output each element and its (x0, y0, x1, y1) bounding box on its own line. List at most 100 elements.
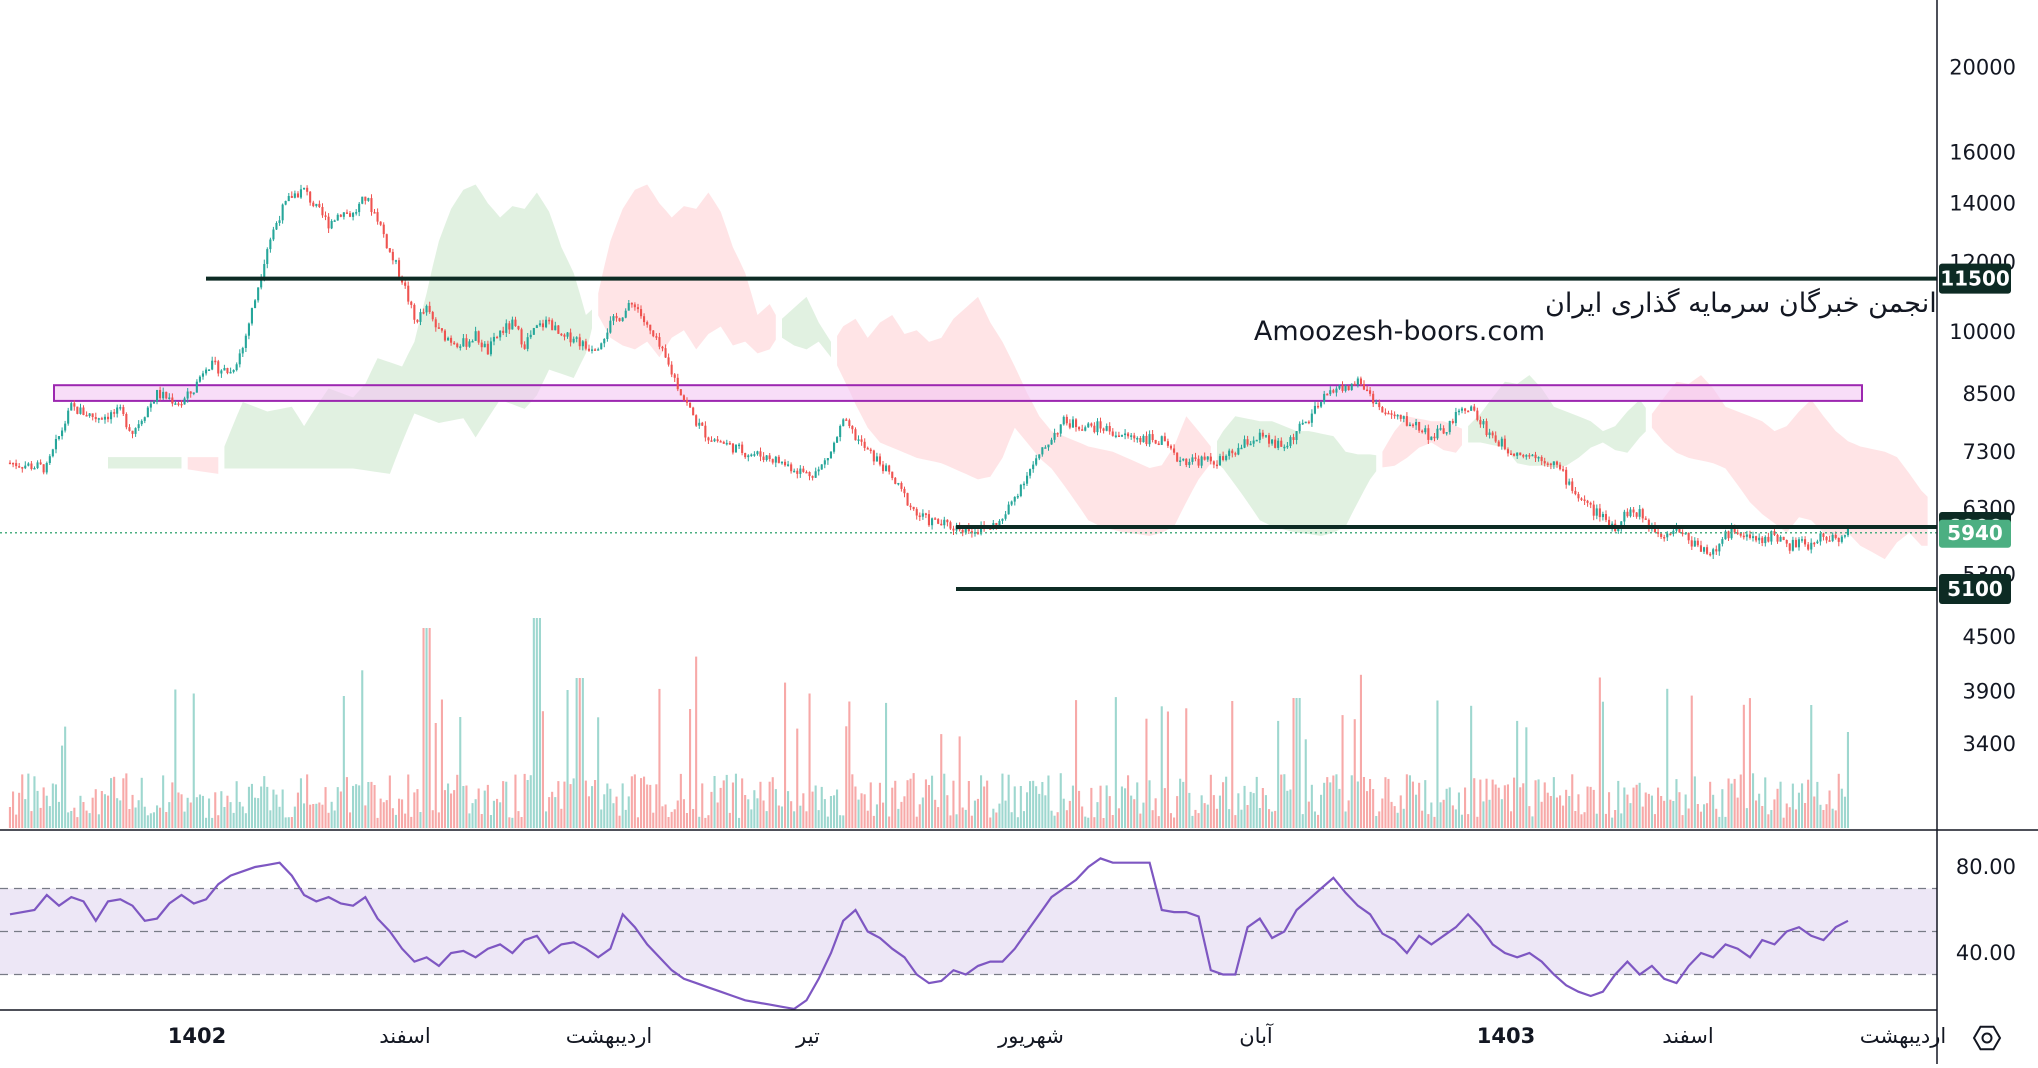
volume-bar (1151, 810, 1154, 828)
volume-bar (695, 656, 698, 828)
candle-body (1124, 433, 1127, 436)
volume-bar (217, 815, 220, 828)
candle-body (315, 203, 318, 206)
candle-body (1724, 531, 1727, 540)
volume-bar (61, 745, 64, 828)
candle-body (1473, 406, 1476, 411)
candle-body (180, 403, 183, 406)
candle-body (1794, 539, 1797, 548)
candle-body (1644, 518, 1647, 520)
volume-bar (1562, 805, 1565, 828)
candle-body (211, 360, 214, 370)
volume-bar (27, 773, 30, 828)
volume-bar (235, 781, 238, 828)
candle-body (272, 229, 275, 240)
price-tick: 3400 (1963, 732, 2016, 756)
candle-body (1289, 437, 1292, 446)
volume-bar (1764, 777, 1767, 828)
resistance-zone (53, 384, 1863, 402)
candle-body (548, 319, 551, 322)
volume-bar (122, 778, 125, 828)
volume-bar (1050, 810, 1053, 828)
volume-bar (1396, 812, 1399, 828)
volume-bar (1546, 792, 1549, 828)
volume-bar (1044, 795, 1047, 828)
volume-bar (872, 815, 875, 828)
candle-body (710, 440, 713, 442)
candle-body (609, 320, 612, 333)
candle-body (854, 429, 857, 441)
volume-bar (1733, 778, 1736, 828)
volume-bar (1846, 732, 1849, 828)
candle-body (719, 441, 722, 443)
volume-bar (1176, 796, 1179, 828)
candle-body (220, 370, 223, 374)
price-tick: 10000 (1949, 320, 2016, 344)
candle-body (1589, 502, 1592, 505)
volume-bar (1209, 774, 1212, 828)
volume-bar (296, 792, 299, 828)
candle-body (1433, 436, 1436, 439)
volume-bar (1188, 792, 1191, 828)
candle-body (1148, 434, 1151, 445)
candle-body (934, 518, 937, 520)
volume-bar (1703, 804, 1706, 828)
volume-bar (833, 795, 836, 828)
rsi-pane (0, 857, 1937, 1011)
volume-bar (42, 787, 45, 828)
rsi-axis[interactable]: 80.00 40.00 (1956, 855, 2016, 965)
candle-body (21, 467, 24, 469)
candle-body (578, 337, 581, 347)
volume-bar (1552, 777, 1555, 828)
volume-bar (670, 811, 673, 828)
candle-body (226, 368, 229, 374)
price-axis[interactable]: 2000016000140001200010000850073006300530… (1949, 55, 2016, 755)
candle-body (1136, 438, 1139, 440)
volume-bar (1831, 808, 1834, 828)
time-axis[interactable]: 1402 اسفند اردیبهشت تیر شهریور آبان 1403 اسفند ا… (168, 1023, 1947, 1048)
volume-bar (1608, 792, 1611, 828)
volume-bar (756, 798, 759, 828)
volume-bar (643, 776, 646, 828)
candle-body (1188, 461, 1191, 466)
candle-body (36, 462, 39, 468)
candle-body (100, 418, 103, 420)
candle-body (1629, 509, 1632, 517)
candle-body (670, 364, 673, 375)
settings-icon[interactable] (1972, 1025, 2002, 1051)
candle-body (1742, 535, 1745, 538)
candle-body (1460, 408, 1463, 411)
candle-body (1745, 534, 1748, 537)
price-tick: 8500 (1963, 382, 2016, 406)
volume-bar (652, 812, 655, 828)
volume-bar (1574, 811, 1577, 828)
watermark-line-1: انجمن خبرگان سرمایه گذاری ایران (1545, 287, 1937, 319)
candle-body (1497, 441, 1500, 447)
volume-bar (805, 811, 808, 828)
candle-body (91, 413, 94, 417)
volume-bar (1292, 698, 1295, 828)
volume-bar (355, 784, 358, 828)
volume-bar (860, 793, 863, 828)
candle-body (1102, 428, 1105, 431)
volume-bar (345, 777, 348, 828)
volume-bar (970, 815, 973, 828)
volume-bar (1482, 801, 1485, 828)
volume-bar (560, 808, 563, 828)
candle-body (385, 234, 388, 249)
candle-body (1506, 449, 1509, 454)
volume-bar (710, 791, 713, 828)
volume-bar (612, 803, 615, 828)
rsi-tick: 80.00 (1956, 855, 2016, 879)
candle-body (1464, 408, 1467, 411)
candle-body (1243, 439, 1246, 448)
candle-body (1454, 412, 1457, 424)
candle-body (1323, 393, 1326, 403)
volume-bar (1626, 794, 1629, 828)
candle-body (1415, 422, 1418, 426)
candle-body (1586, 500, 1589, 503)
candle-body (64, 423, 67, 431)
volume-bar (21, 774, 24, 828)
volume-bar (156, 805, 159, 828)
volume-bar (1408, 775, 1411, 828)
